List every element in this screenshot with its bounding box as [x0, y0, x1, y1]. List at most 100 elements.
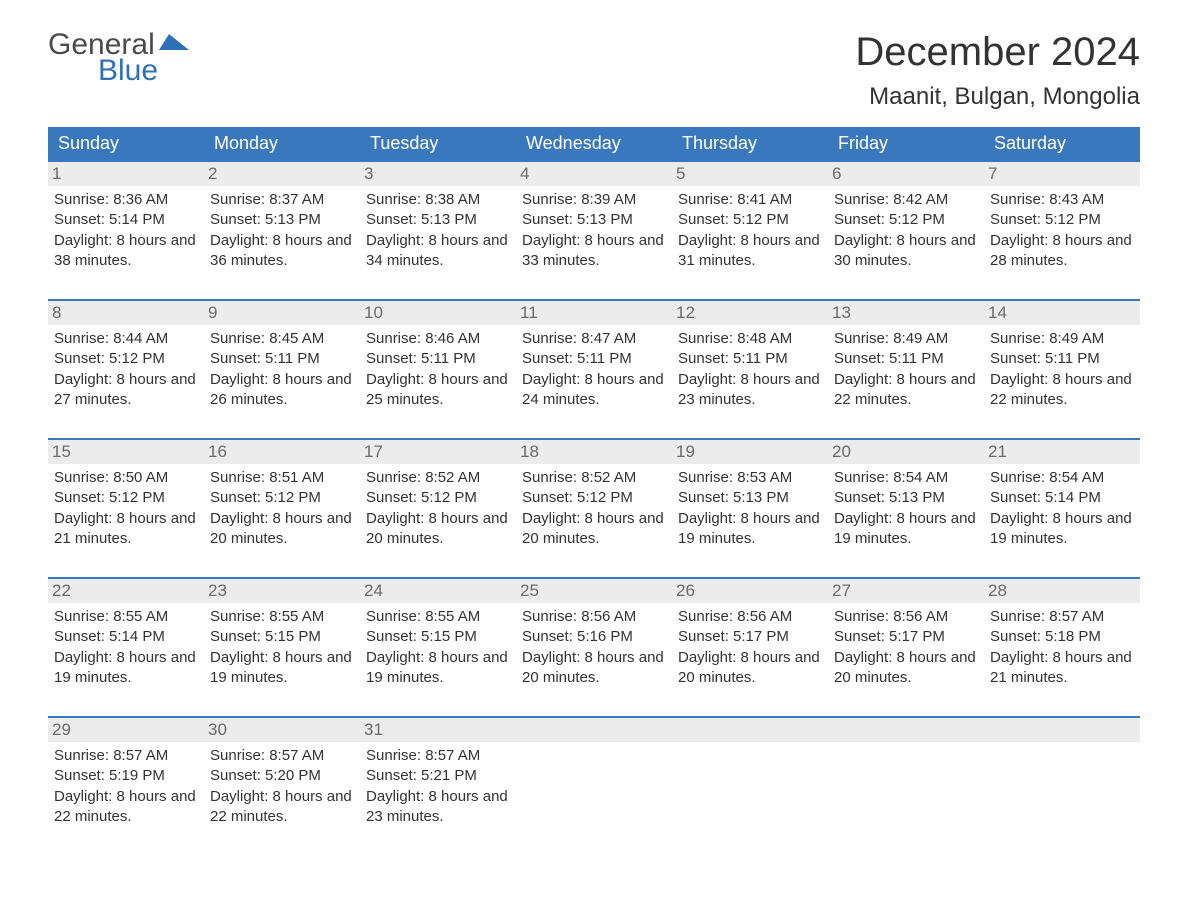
day-cell: 9Sunrise: 8:45 AMSunset: 5:11 PMDaylight… [204, 300, 360, 439]
daylight-line: Daylight: 8 hours and 20 minutes. [522, 648, 666, 689]
day-number: 29 [48, 718, 204, 742]
flag-icon [159, 32, 189, 54]
day-cell: 16Sunrise: 8:51 AMSunset: 5:12 PMDayligh… [204, 439, 360, 578]
day-header: Thursday [672, 127, 828, 161]
day-cell: 28Sunrise: 8:57 AMSunset: 5:18 PMDayligh… [984, 578, 1140, 717]
week-row: 15Sunrise: 8:50 AMSunset: 5:12 PMDayligh… [48, 439, 1140, 578]
day-cell: 19Sunrise: 8:53 AMSunset: 5:13 PMDayligh… [672, 439, 828, 578]
sunrise-line: Sunrise: 8:49 AM [834, 329, 978, 349]
day-details: Sunrise: 8:56 AMSunset: 5:16 PMDaylight:… [522, 607, 666, 688]
sunset-line: Sunset: 5:12 PM [678, 210, 822, 230]
sunset-line: Sunset: 5:12 PM [990, 210, 1134, 230]
day-cell: 20Sunrise: 8:54 AMSunset: 5:13 PMDayligh… [828, 439, 984, 578]
day-number: 19 [672, 440, 828, 464]
daylight-line: Daylight: 8 hours and 23 minutes. [366, 787, 510, 828]
day-number: 15 [48, 440, 204, 464]
day-details: Sunrise: 8:57 AMSunset: 5:20 PMDaylight:… [210, 746, 354, 827]
sunrise-line: Sunrise: 8:53 AM [678, 468, 822, 488]
sunrise-line: Sunrise: 8:57 AM [366, 746, 510, 766]
sunset-line: Sunset: 5:17 PM [834, 627, 978, 647]
day-number: 22 [48, 579, 204, 603]
day-cell: 7Sunrise: 8:43 AMSunset: 5:12 PMDaylight… [984, 161, 1140, 300]
daylight-line: Daylight: 8 hours and 19 minutes. [834, 509, 978, 550]
sunrise-line: Sunrise: 8:56 AM [522, 607, 666, 627]
daylight-line: Daylight: 8 hours and 33 minutes. [522, 231, 666, 272]
day-cell: 2Sunrise: 8:37 AMSunset: 5:13 PMDaylight… [204, 161, 360, 300]
sunrise-line: Sunrise: 8:45 AM [210, 329, 354, 349]
daylight-line: Daylight: 8 hours and 25 minutes. [366, 370, 510, 411]
day-cell: 11Sunrise: 8:47 AMSunset: 5:11 PMDayligh… [516, 300, 672, 439]
sunset-line: Sunset: 5:12 PM [366, 488, 510, 508]
sunrise-line: Sunrise: 8:37 AM [210, 190, 354, 210]
logo: General Blue [48, 30, 189, 86]
day-cell: 29Sunrise: 8:57 AMSunset: 5:19 PMDayligh… [48, 717, 204, 855]
day-cell: 27Sunrise: 8:56 AMSunset: 5:17 PMDayligh… [828, 578, 984, 717]
sunrise-line: Sunrise: 8:54 AM [990, 468, 1134, 488]
day-number: 30 [204, 718, 360, 742]
day-cell: 14Sunrise: 8:49 AMSunset: 5:11 PMDayligh… [984, 300, 1140, 439]
sunrise-line: Sunrise: 8:44 AM [54, 329, 198, 349]
day-cell: 15Sunrise: 8:50 AMSunset: 5:12 PMDayligh… [48, 439, 204, 578]
day-number: 18 [516, 440, 672, 464]
daylight-line: Daylight: 8 hours and 19 minutes. [210, 648, 354, 689]
sunset-line: Sunset: 5:12 PM [210, 488, 354, 508]
day-details: Sunrise: 8:57 AMSunset: 5:18 PMDaylight:… [990, 607, 1134, 688]
day-details: Sunrise: 8:38 AMSunset: 5:13 PMDaylight:… [366, 190, 510, 271]
daylight-line: Daylight: 8 hours and 23 minutes. [678, 370, 822, 411]
sunrise-line: Sunrise: 8:57 AM [54, 746, 198, 766]
day-number: 5 [672, 162, 828, 186]
day-number: 4 [516, 162, 672, 186]
sunset-line: Sunset: 5:19 PM [54, 766, 198, 786]
day-cell: 5Sunrise: 8:41 AMSunset: 5:12 PMDaylight… [672, 161, 828, 300]
daylight-line: Daylight: 8 hours and 22 minutes. [210, 787, 354, 828]
day-cell: 22Sunrise: 8:55 AMSunset: 5:14 PMDayligh… [48, 578, 204, 717]
day-cell: 6Sunrise: 8:42 AMSunset: 5:12 PMDaylight… [828, 161, 984, 300]
day-number: 1 [48, 162, 204, 186]
daylight-line: Daylight: 8 hours and 27 minutes. [54, 370, 198, 411]
week-row: 1 Sunrise: 8:36 AMSunset: 5:14 PMDaylight… [48, 161, 1140, 300]
sunset-line: Sunset: 5:15 PM [210, 627, 354, 647]
sunset-line: Sunset: 5:11 PM [678, 349, 822, 369]
sunset-line: Sunset: 5:12 PM [54, 349, 198, 369]
day-number: 24 [360, 579, 516, 603]
sunrise-line: Sunrise: 8:51 AM [210, 468, 354, 488]
sunrise-line: Sunrise: 8:49 AM [990, 329, 1134, 349]
daylight-line: Daylight: 8 hours and 21 minutes. [54, 509, 198, 550]
day-details: Sunrise: 8:36 AMSunset: 5:14 PMDaylight:… [54, 190, 198, 271]
day-number: 23 [204, 579, 360, 603]
day-number: 3 [360, 162, 516, 186]
sunrise-line: Sunrise: 8:46 AM [366, 329, 510, 349]
sunrise-line: Sunrise: 8:52 AM [522, 468, 666, 488]
sunset-line: Sunset: 5:12 PM [54, 488, 198, 508]
page-header: General Blue December 2024 Maanit, Bulga… [48, 30, 1140, 111]
week-row: 8Sunrise: 8:44 AMSunset: 5:12 PMDaylight… [48, 300, 1140, 439]
day-cell: 24Sunrise: 8:55 AMSunset: 5:15 PMDayligh… [360, 578, 516, 717]
daylight-line: Daylight: 8 hours and 26 minutes. [210, 370, 354, 411]
sunset-line: Sunset: 5:11 PM [990, 349, 1134, 369]
sunrise-line: Sunrise: 8:54 AM [834, 468, 978, 488]
sunset-line: Sunset: 5:13 PM [834, 488, 978, 508]
daylight-line: Daylight: 8 hours and 19 minutes. [366, 648, 510, 689]
sunrise-line: Sunrise: 8:43 AM [990, 190, 1134, 210]
sunrise-line: Sunrise: 8:52 AM [366, 468, 510, 488]
sunset-line: Sunset: 5:16 PM [522, 627, 666, 647]
sunset-line: Sunset: 5:11 PM [522, 349, 666, 369]
day-cell: 18Sunrise: 8:52 AMSunset: 5:12 PMDayligh… [516, 439, 672, 578]
day-cell: 10Sunrise: 8:46 AMSunset: 5:11 PMDayligh… [360, 300, 516, 439]
day-header-row: SundayMondayTuesdayWednesdayThursdayFrid… [48, 127, 1140, 161]
sunrise-line: Sunrise: 8:56 AM [678, 607, 822, 627]
day-details: Sunrise: 8:43 AMSunset: 5:12 PMDaylight:… [990, 190, 1134, 271]
day-cell: 3 Sunrise: 8:38 AMSunset: 5:13 PMDaylight… [360, 161, 516, 300]
empty-day [984, 718, 1140, 742]
day-cell: 26Sunrise: 8:56 AMSunset: 5:17 PMDayligh… [672, 578, 828, 717]
daylight-line: Daylight: 8 hours and 19 minutes. [678, 509, 822, 550]
empty-day [672, 718, 828, 742]
day-cell [828, 717, 984, 855]
day-header: Tuesday [360, 127, 516, 161]
day-number: 21 [984, 440, 1140, 464]
day-details: Sunrise: 8:42 AMSunset: 5:12 PMDaylight:… [834, 190, 978, 271]
sunrise-line: Sunrise: 8:39 AM [522, 190, 666, 210]
day-details: Sunrise: 8:47 AMSunset: 5:11 PMDaylight:… [522, 329, 666, 410]
daylight-line: Daylight: 8 hours and 34 minutes. [366, 231, 510, 272]
sunrise-line: Sunrise: 8:55 AM [366, 607, 510, 627]
